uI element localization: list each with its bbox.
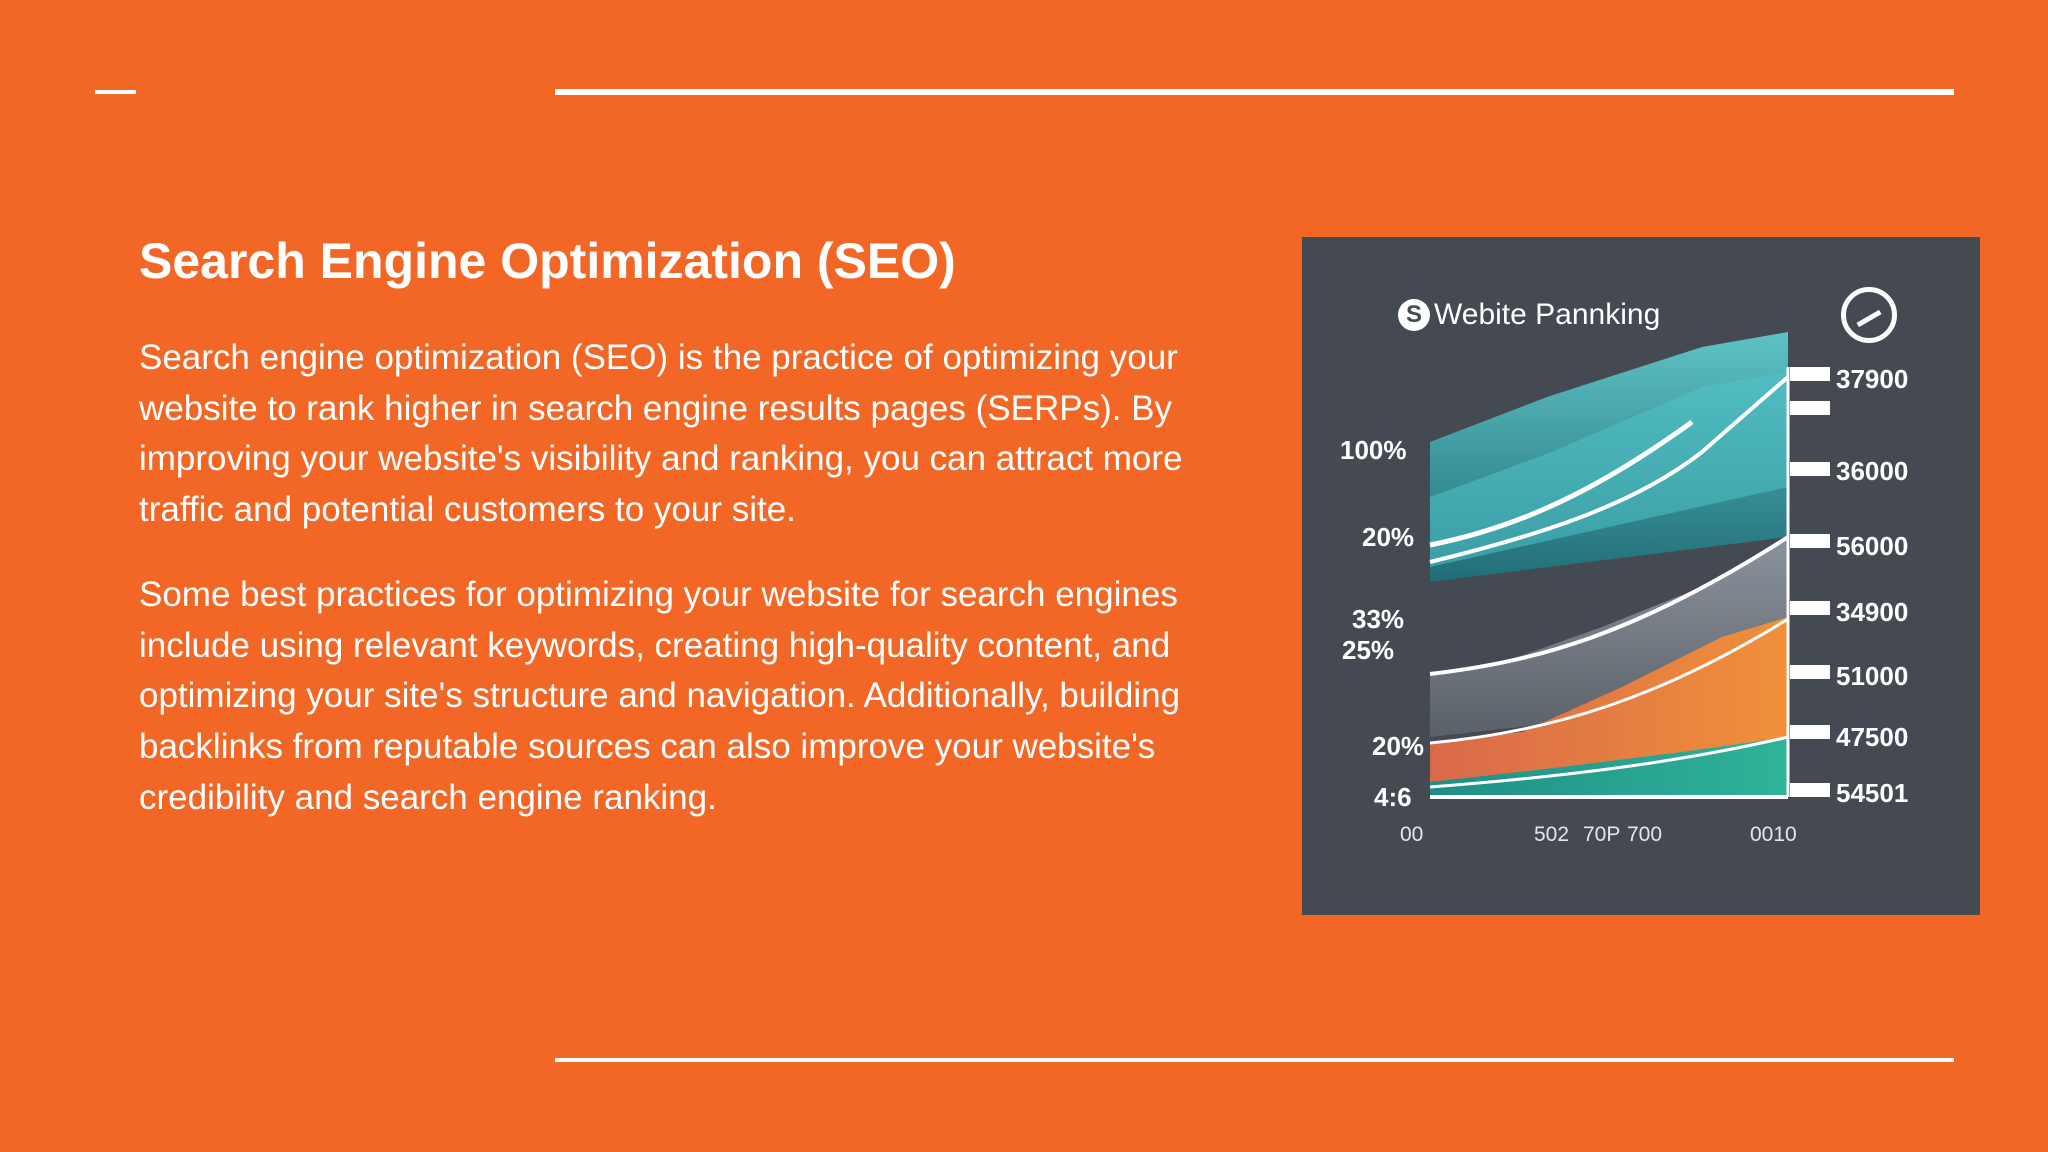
slide-body: Search engine optimization (SEO) is the … [139, 333, 1249, 857]
body-paragraph-2: Some best practices for optimizing your … [139, 574, 1181, 817]
website-ranking-illustration: S Webite Pannking 100% 20% 33% 25% 20% 4… [1302, 237, 1980, 915]
left-label: 25% [1342, 635, 1395, 665]
left-label: 20% [1362, 522, 1415, 552]
gauge-icon [1841, 287, 1897, 343]
ranking-graphic [1429, 332, 1790, 799]
right-label: 36000 [1836, 456, 1909, 486]
trend-line-3 [1429, 535, 1790, 676]
top-rule [555, 89, 1954, 95]
flag-marker [1790, 462, 1830, 476]
x-tick-label: 0010 [1750, 823, 1797, 846]
flag-marker [1790, 601, 1830, 615]
orange-band [1430, 617, 1788, 782]
slide-title: Search Engine Optimization (SEO) [139, 233, 956, 289]
x-tick-label: 00 [1400, 823, 1424, 846]
left-label: 20% [1372, 731, 1425, 761]
right-label: 54501 [1836, 778, 1909, 808]
trend-line-4 [1429, 617, 1789, 745]
right-label: 47500 [1836, 722, 1909, 752]
illustration-title: Webite Pannking [1434, 298, 1661, 331]
x-tick-label: 502 [1534, 823, 1570, 846]
x-tick-label: 700 [1627, 823, 1663, 846]
flag-marker [1790, 665, 1830, 679]
accent-dash [95, 90, 136, 94]
right-label: 37900 [1836, 364, 1909, 394]
flag-marker [1790, 401, 1830, 415]
left-label: 4:6 [1374, 782, 1412, 812]
left-label: 33% [1352, 604, 1405, 634]
right-label: 34900 [1836, 597, 1909, 627]
trend-line-5 [1429, 735, 1789, 789]
right-label: 56000 [1836, 531, 1909, 561]
trend-line-2 [1429, 375, 1790, 564]
s-logo-icon: S [1398, 299, 1430, 331]
bottom-rule [555, 1058, 1954, 1062]
flag-marker [1790, 725, 1830, 739]
left-label: 100% [1340, 435, 1407, 465]
green-band [1430, 737, 1788, 797]
flag-marker [1790, 783, 1830, 797]
flag-marker [1790, 534, 1830, 548]
body-paragraph-1: Search engine optimization (SEO) is the … [139, 338, 1183, 530]
x-tick-label: 70P [1583, 823, 1621, 846]
flag-marker [1790, 367, 1830, 381]
right-label: 51000 [1836, 661, 1909, 691]
trend-line-1 [1429, 419, 1694, 548]
